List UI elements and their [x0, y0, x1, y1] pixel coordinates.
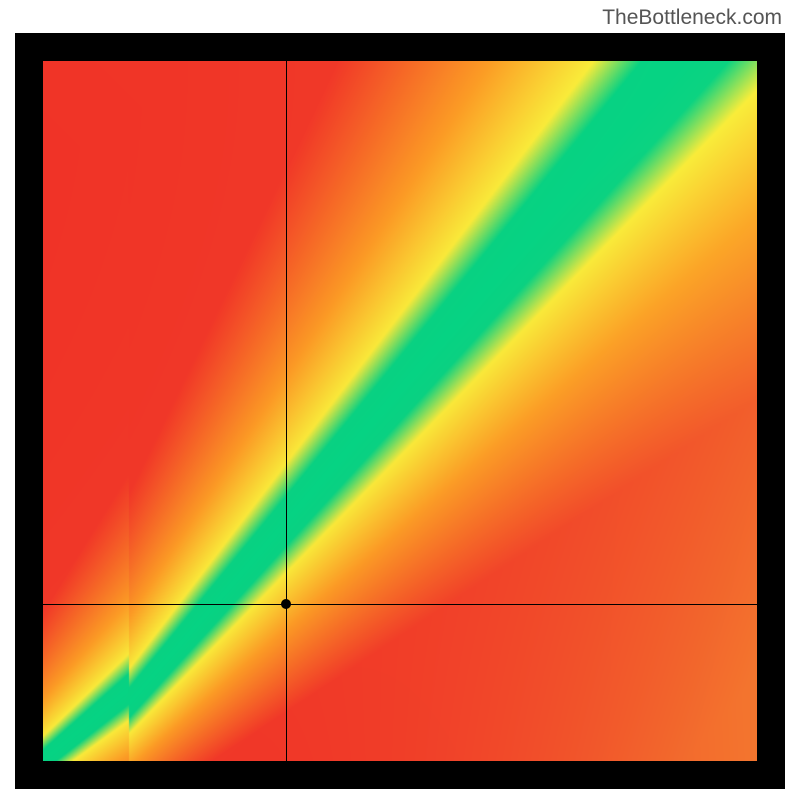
- data-point-marker: [281, 599, 291, 609]
- crosshair-vertical: [286, 61, 287, 761]
- heatmap-canvas: [43, 61, 757, 761]
- chart-frame: [15, 33, 785, 789]
- crosshair-horizontal: [43, 604, 757, 605]
- watermark-text: TheBottleneck.com: [602, 6, 782, 30]
- chart-container: TheBottleneck.com: [0, 0, 800, 800]
